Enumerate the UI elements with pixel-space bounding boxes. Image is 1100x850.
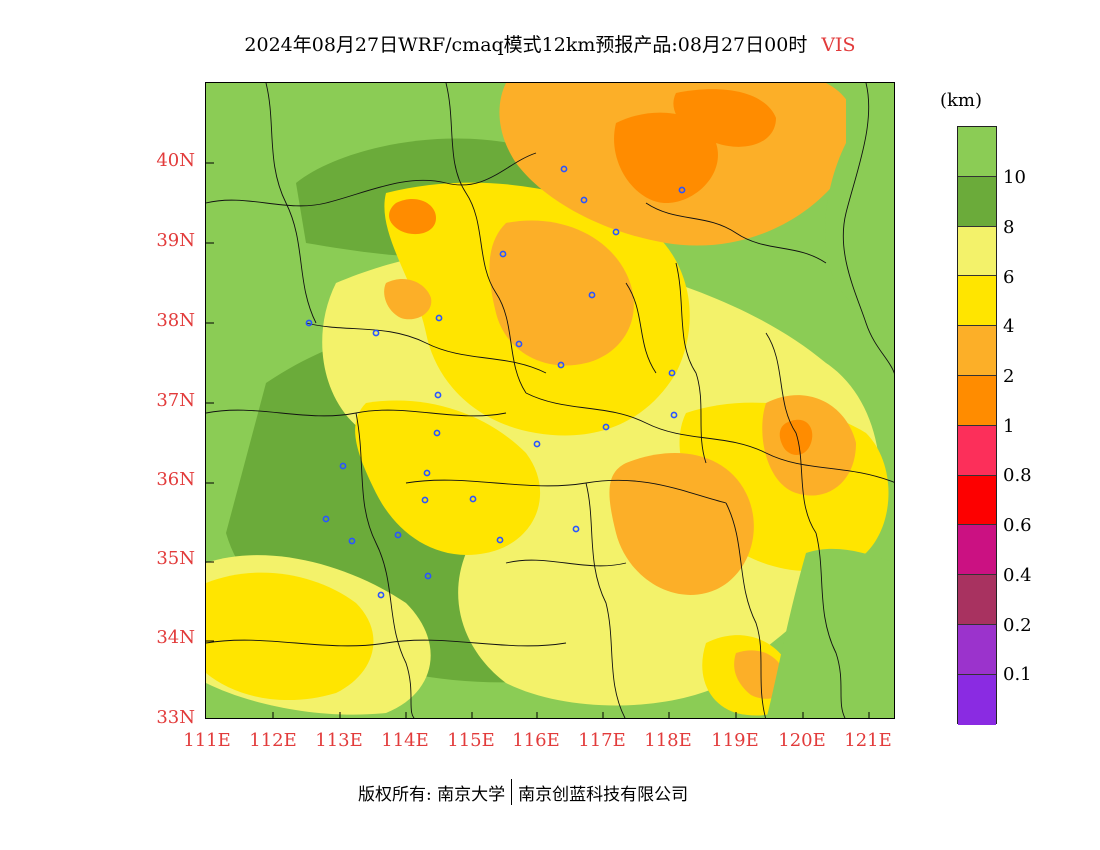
lat-label-34n: 34N [156, 627, 195, 648]
vis-4-6-region-southwest [206, 572, 374, 701]
city-marker [435, 314, 443, 322]
city-marker [424, 572, 432, 580]
color-swatch-11 [958, 674, 996, 725]
legend-label-0-8: 0.8 [1003, 465, 1032, 486]
city-marker [339, 462, 347, 470]
lon-label-121e: 121E [844, 730, 892, 751]
legend-label-0-2: 0.2 [1003, 615, 1032, 636]
city-markers [305, 165, 686, 599]
city-marker [572, 525, 580, 533]
city-marker [668, 369, 676, 377]
lat-label-36n: 36N [156, 469, 195, 490]
lon-label-117e: 117E [578, 730, 626, 751]
city-marker [434, 391, 442, 399]
lat-label-38n: 38N [156, 310, 195, 331]
city-marker [421, 496, 429, 504]
title-main: 2024年08月27日WRF/cmaq模式12km预报产品:08月27日00时 [244, 34, 808, 56]
city-marker [423, 469, 431, 477]
lon-label-112e: 112E [249, 730, 297, 751]
legend-label-4: 4 [1003, 316, 1015, 337]
copyright-text: 版权所有: 南京大学 [358, 784, 506, 805]
legend-label-0-4: 0.4 [1003, 565, 1032, 586]
lat-label-37n: 37N [156, 390, 195, 411]
lon-label-116e: 116E [512, 730, 560, 751]
color-swatch-6 [958, 425, 996, 476]
footer: 版权所有: 南京大学 南京创蓝科技有限公司 [358, 779, 688, 805]
vis-2-4-region-south-small [734, 650, 786, 699]
color-swatch-4 [958, 326, 996, 376]
city-marker [515, 340, 523, 348]
city-marker [612, 228, 620, 236]
vis-2-4-region-small [384, 278, 432, 320]
lon-label-115e: 115E [447, 730, 495, 751]
color-swatch-1 [958, 176, 996, 227]
lon-label-114e: 114E [381, 730, 429, 751]
color-swatch-5 [958, 375, 996, 426]
lon-label-111e: 111E [183, 730, 231, 751]
legend-unit: (km) [940, 90, 983, 111]
vis-1-2-region-b [673, 89, 776, 147]
lat-label-39n: 39N [156, 230, 195, 251]
city-marker [670, 411, 678, 419]
city-marker [394, 531, 402, 539]
vis-1-2-region-a [614, 112, 718, 203]
vis-2-4-region-southeast [609, 453, 754, 595]
city-marker [348, 537, 356, 545]
map-canvas [206, 83, 894, 718]
legend-label-0-6: 0.6 [1003, 515, 1032, 536]
color-swatch-0 [958, 127, 996, 177]
vis-2-4-region-north-center [489, 220, 634, 366]
city-marker [305, 319, 313, 327]
city-marker [496, 536, 504, 544]
city-marker [588, 291, 596, 299]
title-variable: VIS [821, 34, 856, 56]
city-marker [499, 250, 507, 258]
legend-label-8: 8 [1003, 217, 1015, 238]
city-marker [557, 361, 565, 369]
map-title: 2024年08月27日WRF/cmaq模式12km预报产品:08月27日00时 V… [0, 30, 1100, 57]
legend-label-0-1: 0.1 [1003, 664, 1032, 685]
axis-ticks [206, 162, 870, 718]
legend-label-1: 1 [1003, 416, 1015, 437]
sea-area-south [766, 548, 894, 718]
vis-4-6-region-center [355, 400, 541, 555]
city-marker [377, 591, 385, 599]
color-swatch-9 [958, 575, 996, 625]
color-swatch-8 [958, 525, 996, 576]
city-marker [433, 429, 441, 437]
legend-label-2: 2 [1003, 366, 1015, 387]
city-marker [602, 423, 610, 431]
lon-label-118e: 118E [644, 730, 692, 751]
color-swatch-3 [958, 276, 996, 327]
lon-label-120e: 120E [778, 730, 826, 751]
company-text: 南京创蓝科技有限公司 [518, 784, 689, 805]
admin-borders [206, 83, 894, 718]
color-swatch-7 [958, 475, 996, 526]
legend-label-10: 10 [1003, 167, 1026, 188]
city-marker [560, 165, 568, 173]
lat-label-35n: 35N [156, 548, 195, 569]
legend-label-6: 6 [1003, 267, 1015, 288]
city-marker [322, 515, 330, 523]
lat-label-40n: 40N [156, 150, 195, 171]
city-marker [678, 186, 686, 194]
lon-label-119e: 119E [711, 730, 759, 751]
lon-label-113e: 113E [315, 730, 363, 751]
city-marker [580, 196, 588, 204]
color-swatch-2 [958, 226, 996, 277]
city-marker [372, 329, 380, 337]
vis-1-2-region-c [389, 198, 436, 235]
color-swatch-10 [958, 624, 996, 675]
city-marker [469, 495, 477, 503]
visibility-map [205, 82, 895, 719]
lat-label-33n: 33N [156, 707, 195, 728]
vis-1-2-region-d [779, 419, 813, 455]
sea-area-north [825, 83, 894, 332]
footer-divider [511, 779, 513, 805]
color-bar [957, 126, 997, 725]
city-marker [533, 440, 541, 448]
